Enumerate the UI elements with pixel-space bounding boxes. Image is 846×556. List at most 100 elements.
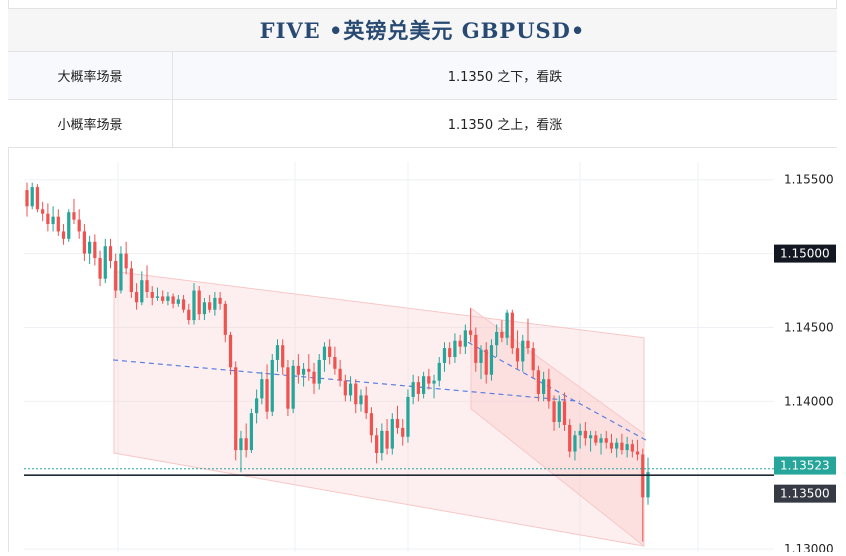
candle [307,354,311,381]
price-tick-label: 1.15500 [784,173,834,187]
candle-body [322,346,327,360]
candle [265,364,269,420]
candle [578,423,582,449]
scenario-value: 1.1350 之上，看涨 [447,118,563,133]
candle-body [359,395,363,405]
candle [348,376,353,402]
candle [328,339,332,365]
candle-body [416,382,421,394]
candle-body [364,395,368,414]
candle [296,354,300,384]
candle-body [401,427,405,437]
price-tick-label: 1.13000 [784,542,834,552]
candle-body [98,258,102,279]
candle [187,303,191,325]
candle-body [338,368,342,381]
candle [364,386,368,420]
candle [583,422,587,446]
candle-body [489,345,494,375]
candle-body [155,296,160,298]
candle-body [213,297,217,310]
candle [140,271,144,306]
candle-body [515,348,520,362]
candle [197,286,201,321]
price-tag-top-text: 1.15000 [780,247,830,261]
candle-body [442,348,447,363]
candle-body [30,187,34,207]
candle-body [437,362,441,381]
candle-body [202,302,207,315]
candle-body [67,212,71,239]
candle-body [348,383,353,396]
candle-body [317,359,321,384]
candle [56,209,60,236]
candle [317,354,321,390]
candle-body [448,348,452,357]
candle-body [56,216,60,232]
candle-body [453,340,457,357]
candle-body [552,401,556,422]
candle-body [260,379,264,399]
candle-body [161,296,165,301]
candle-body [41,209,45,214]
candle-body [197,290,201,315]
candle [547,368,551,409]
candle [630,439,634,458]
candle [254,389,259,424]
candle [228,331,233,375]
candle [281,339,285,375]
candle-body [208,302,212,310]
candle-body [578,430,582,436]
candle [77,209,81,239]
candle-body [328,346,332,357]
candle-body [568,424,572,452]
candle-body [547,379,551,402]
candle [468,308,473,343]
scenario-row-secondary: 小概率场景 1.1350 之上，看涨 [8,100,837,148]
candle-body [609,442,614,449]
candle-body [88,241,92,254]
candle-body [124,253,128,269]
candle-body [521,340,525,362]
candle-body [646,472,650,498]
candle [359,389,363,412]
candle-body [234,367,238,451]
candle [395,405,400,434]
candle [615,438,619,458]
candlestick-chart[interactable]: 1.15500 1.14500 1.14000 1.13000 1.15000 1.135… [8,148,837,556]
candle-body [187,309,191,321]
candle-body [375,435,379,454]
candle [208,294,212,313]
price-chart[interactable]: 1.15500 1.14500 1.14000 1.13000 1.15000 1.135… [8,148,837,556]
candle [406,389,410,443]
scenario-value: 1.1350 之下，看跌 [447,70,563,85]
candle-body [254,398,259,414]
candle [202,297,207,321]
candle-body [25,190,29,207]
candle [588,430,593,452]
candle-body [588,435,593,439]
candle [223,300,227,343]
scenario-row-primary: 大概率场景 1.1350 之下，看跌 [8,52,837,100]
candle-body [406,396,410,437]
candle [521,334,525,372]
candle [437,357,441,387]
candle-body [82,231,87,254]
scenario-label: 小概率场景 [8,100,173,147]
candle [286,359,290,417]
candle-body [275,345,280,360]
candle-body [291,365,295,409]
candle-body [463,330,467,347]
candle [166,292,170,306]
candle [171,293,175,309]
candle-body [108,246,113,261]
candle [369,407,374,443]
candle-body [286,367,290,409]
candle [432,374,436,399]
candle-body [380,430,384,454]
candle [72,198,76,225]
candle-body [51,216,55,225]
candle [599,433,603,455]
candle-body [181,299,186,310]
candle-body [301,368,306,375]
